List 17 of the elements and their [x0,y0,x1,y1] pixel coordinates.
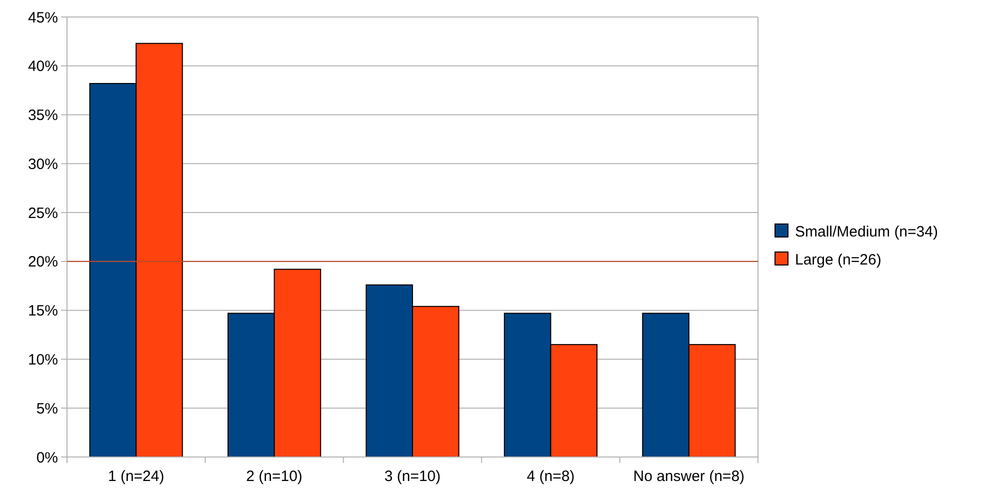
x-tick-label: 3 (n=10) [384,468,441,485]
legend-label: Large (n=26) [795,251,882,268]
x-tick-label: 1 (n=24) [108,468,164,485]
y-tick-label: 0% [36,449,58,466]
x-tick-label: 4 (n=8) [526,468,575,485]
y-tick-label: 15% [28,302,58,320]
y-tick-label: 40% [28,58,58,76]
y-tick-label: 5% [36,400,58,418]
y-tick-label: 30% [28,156,58,173]
y-tick-label: 10% [28,351,58,368]
y-tick-label: 25% [28,204,58,222]
y-tick-label: 20% [28,254,58,271]
y-tick-label: 35% [28,107,58,124]
x-tick-label: 2 (n=10) [246,468,302,485]
legend-label: Small/Medium (n=34) [795,223,938,240]
y-tick-label: 45% [28,9,58,26]
x-tick-label: No answer (n=8) [633,468,745,485]
